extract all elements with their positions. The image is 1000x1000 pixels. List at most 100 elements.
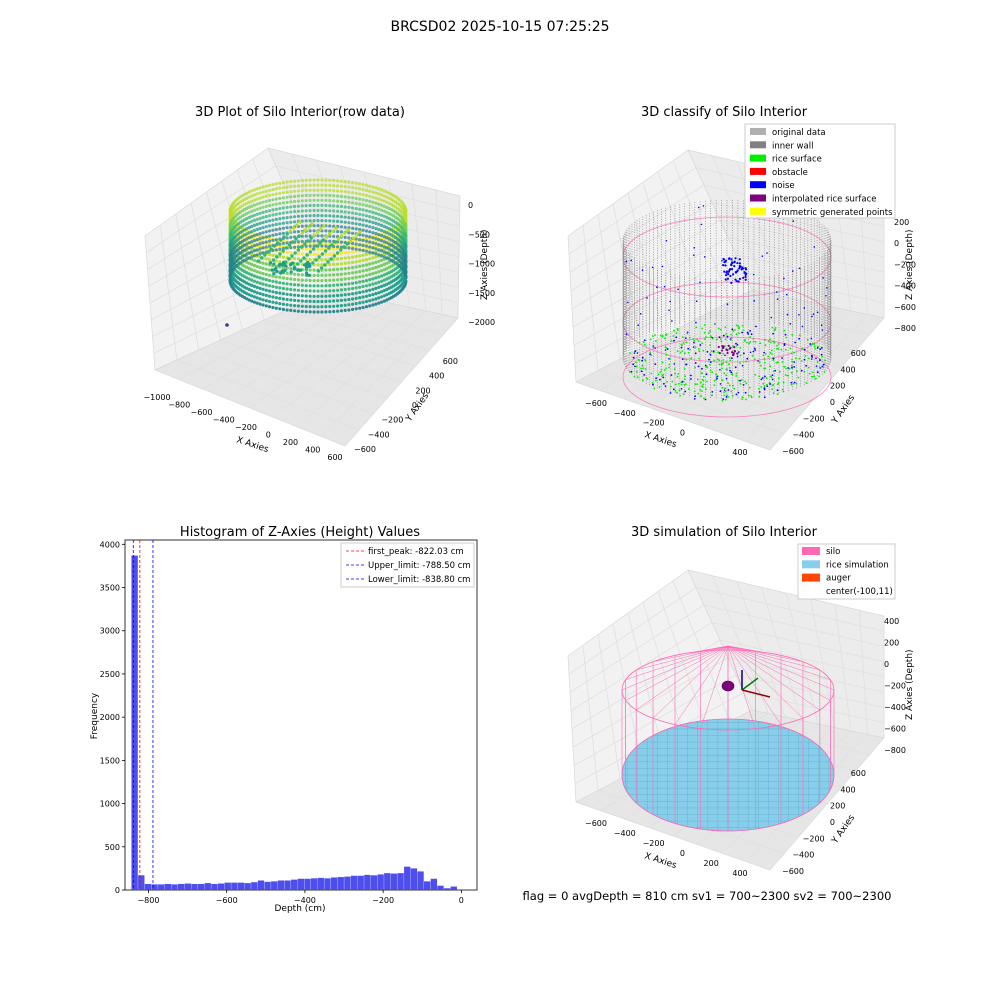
data-point bbox=[328, 229, 332, 233]
noise-point bbox=[724, 264, 727, 267]
rice-surface-point bbox=[684, 378, 686, 380]
noise-point bbox=[738, 258, 741, 261]
data-point bbox=[299, 245, 304, 249]
data-point bbox=[298, 220, 302, 224]
data-point bbox=[382, 255, 386, 259]
data-point bbox=[258, 226, 262, 231]
rice-surface-point bbox=[641, 364, 644, 367]
data-point bbox=[285, 210, 289, 215]
data-point bbox=[324, 188, 328, 192]
histogram-bar bbox=[131, 555, 138, 890]
data-point bbox=[296, 209, 300, 213]
data-point bbox=[335, 251, 340, 255]
data-point bbox=[351, 247, 355, 251]
rice-surface-point bbox=[676, 327, 679, 330]
data-point bbox=[374, 232, 378, 236]
rice-surface-point bbox=[790, 364, 793, 367]
noise-point bbox=[736, 261, 739, 265]
data-point bbox=[382, 273, 386, 277]
data-point bbox=[312, 252, 316, 256]
data-point bbox=[296, 184, 300, 188]
rice-surface-point bbox=[754, 374, 757, 376]
data-point bbox=[328, 252, 332, 256]
data-point bbox=[250, 245, 254, 249]
noise-point bbox=[810, 337, 813, 340]
noise-point bbox=[727, 270, 730, 273]
data-point bbox=[387, 297, 391, 301]
rice-surface-point bbox=[739, 379, 741, 382]
data-point bbox=[277, 263, 281, 267]
data-point bbox=[281, 181, 285, 185]
data-point bbox=[347, 216, 351, 220]
data-point bbox=[264, 235, 268, 239]
data-point bbox=[343, 298, 347, 302]
legend-swatch bbox=[750, 167, 766, 175]
data-point bbox=[295, 223, 299, 227]
rice-surface-point bbox=[770, 349, 773, 352]
data-point bbox=[358, 254, 362, 258]
data-point bbox=[289, 215, 293, 219]
data-point bbox=[361, 269, 365, 273]
rice-surface-point bbox=[718, 336, 721, 339]
data-point bbox=[278, 252, 282, 256]
legend-label: inner wall bbox=[772, 141, 813, 151]
noise-point bbox=[663, 285, 666, 288]
data-point bbox=[324, 278, 328, 283]
data-point bbox=[267, 209, 272, 213]
data-point bbox=[250, 240, 254, 244]
rice-surface-point bbox=[742, 329, 745, 332]
data-point bbox=[364, 289, 369, 293]
panel2-title: 3D classify of Silo Interior bbox=[641, 105, 808, 120]
data-point bbox=[347, 303, 351, 307]
data-point bbox=[404, 244, 408, 248]
rice-surface-point bbox=[698, 357, 700, 360]
data-point bbox=[258, 252, 262, 256]
data-point bbox=[364, 244, 369, 248]
data-point bbox=[332, 309, 336, 314]
data-point bbox=[385, 261, 389, 265]
noise-point bbox=[744, 268, 748, 271]
data-point bbox=[289, 200, 293, 204]
data-point bbox=[377, 275, 381, 279]
histogram-bar bbox=[171, 884, 178, 890]
histogram-bar bbox=[251, 882, 258, 890]
histogram-bar bbox=[284, 880, 291, 890]
data-point bbox=[255, 296, 259, 300]
panel4-y-tick: 200 bbox=[830, 802, 845, 811]
data-point bbox=[285, 195, 289, 199]
rice-surface-point bbox=[698, 350, 701, 352]
rice-surface-point bbox=[650, 354, 653, 357]
data-point bbox=[336, 189, 340, 193]
data-point bbox=[339, 194, 343, 198]
data-point bbox=[377, 259, 381, 263]
rice-surface-point bbox=[731, 394, 734, 397]
data-point bbox=[252, 284, 256, 288]
data-point bbox=[300, 234, 304, 238]
data-point bbox=[328, 193, 332, 198]
data-point bbox=[385, 256, 389, 260]
data-point bbox=[354, 222, 358, 226]
data-point bbox=[316, 213, 320, 218]
data-point bbox=[404, 214, 408, 218]
histogram-bar bbox=[450, 886, 457, 890]
data-point bbox=[267, 305, 272, 309]
panel1-y-tick: 200 bbox=[415, 386, 430, 395]
data-point bbox=[364, 183, 369, 187]
data-point bbox=[308, 289, 312, 293]
data-point bbox=[304, 278, 308, 282]
data-point bbox=[380, 269, 384, 273]
data-point bbox=[255, 192, 259, 196]
data-point bbox=[261, 205, 265, 209]
data-point bbox=[314, 258, 318, 262]
data-point bbox=[245, 237, 249, 241]
data-point bbox=[320, 263, 324, 267]
data-point bbox=[339, 262, 343, 266]
data-point bbox=[258, 186, 262, 190]
data-point bbox=[289, 267, 293, 271]
gridline bbox=[696, 307, 835, 425]
data-point bbox=[371, 210, 375, 214]
data-point bbox=[324, 268, 328, 272]
noise-point bbox=[726, 270, 729, 273]
rice-surface-point bbox=[732, 330, 735, 332]
data-point bbox=[258, 276, 262, 280]
